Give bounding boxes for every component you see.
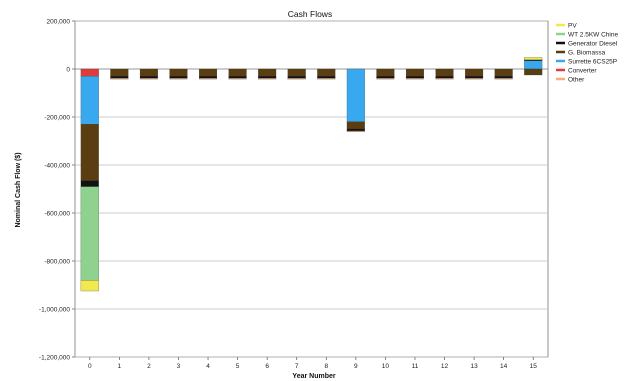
x-tick-label: 3 [177,363,181,370]
bar-segment-g-biomassa-year-4 [199,68,218,77]
bar-segment-g-biomassa-year-0 [80,124,99,181]
bar-segment-g-biomassa-year-15 [524,68,543,76]
x-tick-label: 11 [412,363,419,370]
bar-segment-other-year-8 [317,77,336,80]
bar-segment-surrette-6cs25p-year-9 [346,68,365,122]
x-tick-label: 1 [118,363,122,370]
bar-segment-g-biomassa-year-11 [405,68,424,77]
bar-segment-other-year-13 [465,77,484,80]
bar-segment-other-year-7 [287,77,306,80]
x-tick-label: 2 [147,363,151,370]
bar-segment-other-year-10 [376,77,395,80]
bar-segment-generator-diesel-year-2 [139,76,158,79]
y-tick-label: -1,000,000 [39,306,70,313]
x-tick-label: 15 [530,363,538,370]
legend-label: PV [568,22,577,29]
bar-segment-other-year-5 [228,77,247,80]
y-tick-label: -800,000 [44,258,70,265]
y-tick-label: 200,000 [47,18,71,25]
bar-segment-generator-diesel-year-6 [258,76,277,79]
bar-segment-g-biomassa-year-9 [346,121,365,130]
legend-label: Surrette 6CS25P [568,58,617,65]
bar-segment-generator-diesel-year-12 [435,76,454,79]
bar-segment-generator-diesel-year-7 [287,76,306,79]
legend: PV WT 2.5KW Chine Generator Diesel G. Bioma… [556,22,618,83]
bar-segment-other-year-14 [494,77,513,80]
legend-label: Generator Diesel [568,40,618,47]
x-tick-label: 13 [470,363,478,370]
bar-segment-generator-diesel-year-14 [494,76,513,79]
bar-segment-generator-diesel-year-4 [199,76,218,79]
x-tick-label: 14 [500,363,508,370]
y-tick-label: -400,000 [44,162,70,169]
y-tick-label: -1,200,000 [39,354,70,361]
bar-segment-generator-diesel-year-0 [80,180,99,187]
y-tick-label: -200,000 [44,114,70,121]
bar-segment-generator-diesel-year-1 [110,76,129,79]
bar-segment-other-year-2 [139,77,158,80]
axes: 200,000 0 -200,000 -400,000 -600,000 -800,000… [39,18,537,370]
x-tick-label: 5 [236,363,240,370]
bar-segment-other-year-1 [110,77,129,80]
bar-segment-other-year-11 [405,77,424,80]
x-tick-label: 6 [265,363,269,370]
bar-segment-generator-diesel-year-13 [465,76,484,79]
bar-segment-converter-year-0 [80,68,99,77]
y-tick-label: 0 [66,66,70,73]
x-tick-label: 10 [382,363,390,370]
bar-segment-other-year-9 [346,130,365,133]
y-tick-label: -600,000 [44,210,70,217]
bar-segment-g-biomassa-year-13 [465,68,484,77]
bar-segment-g-biomassa-year-7 [287,68,306,77]
bar-segment-wt-2-5kw-chine-year-0 [80,186,99,281]
bar-segment-g-biomassa-year-8 [317,68,336,77]
bar-segment-generator-diesel-year-8 [317,76,336,79]
legend-label: Converter [568,67,597,74]
bar-segment-pv-year-15 [524,57,543,61]
bar-segment-surrette-6cs25p-year-0 [80,76,99,125]
bar-segment-g-biomassa-year-2 [139,68,158,77]
x-tick-label: 12 [441,363,449,370]
bars [80,57,543,292]
x-tick-label: 0 [88,363,92,370]
x-tick-label: 4 [206,363,210,370]
bar-segment-generator-diesel-year-11 [405,76,424,79]
bar-segment-g-biomassa-year-3 [169,68,188,77]
y-axis-label: Nominal Cash Flow ($) [15,152,22,227]
legend-label: WT 2.5KW Chine [568,31,618,38]
bar-segment-g-biomassa-year-10 [376,68,395,77]
legend-label: Other [568,76,585,83]
bar-segment-g-biomassa-year-14 [494,68,513,77]
bar-segment-other-year-12 [435,77,454,80]
bar-segment-surrette-6cs25p-year-15 [524,60,543,70]
x-axis-label: Year Number [292,373,335,380]
x-tick-label: 8 [324,363,328,370]
bar-segment-g-biomassa-year-5 [228,68,247,77]
bar-segment-g-biomassa-year-6 [258,68,277,77]
bar-segment-other-year-6 [258,77,277,80]
bar-segment-generator-diesel-year-10 [376,76,395,79]
bar-segment-generator-diesel-year-3 [169,76,188,79]
bar-segment-generator-diesel-year-5 [228,76,247,79]
x-tick-label: 9 [354,363,358,370]
bar-segment-other-year-4 [199,77,218,80]
bar-segment-g-biomassa-year-1 [110,68,129,77]
chart-title: Cash Flows [288,9,332,19]
bar-segment-other-year-3 [169,77,188,80]
bar-segment-generator-diesel-year-9 [346,128,365,132]
x-tick-label: 7 [295,363,299,370]
bar-segment-pv-year-0 [80,280,99,292]
legend-label: G. Biomassa [568,49,606,56]
bar-segment-g-biomassa-year-12 [435,68,454,77]
